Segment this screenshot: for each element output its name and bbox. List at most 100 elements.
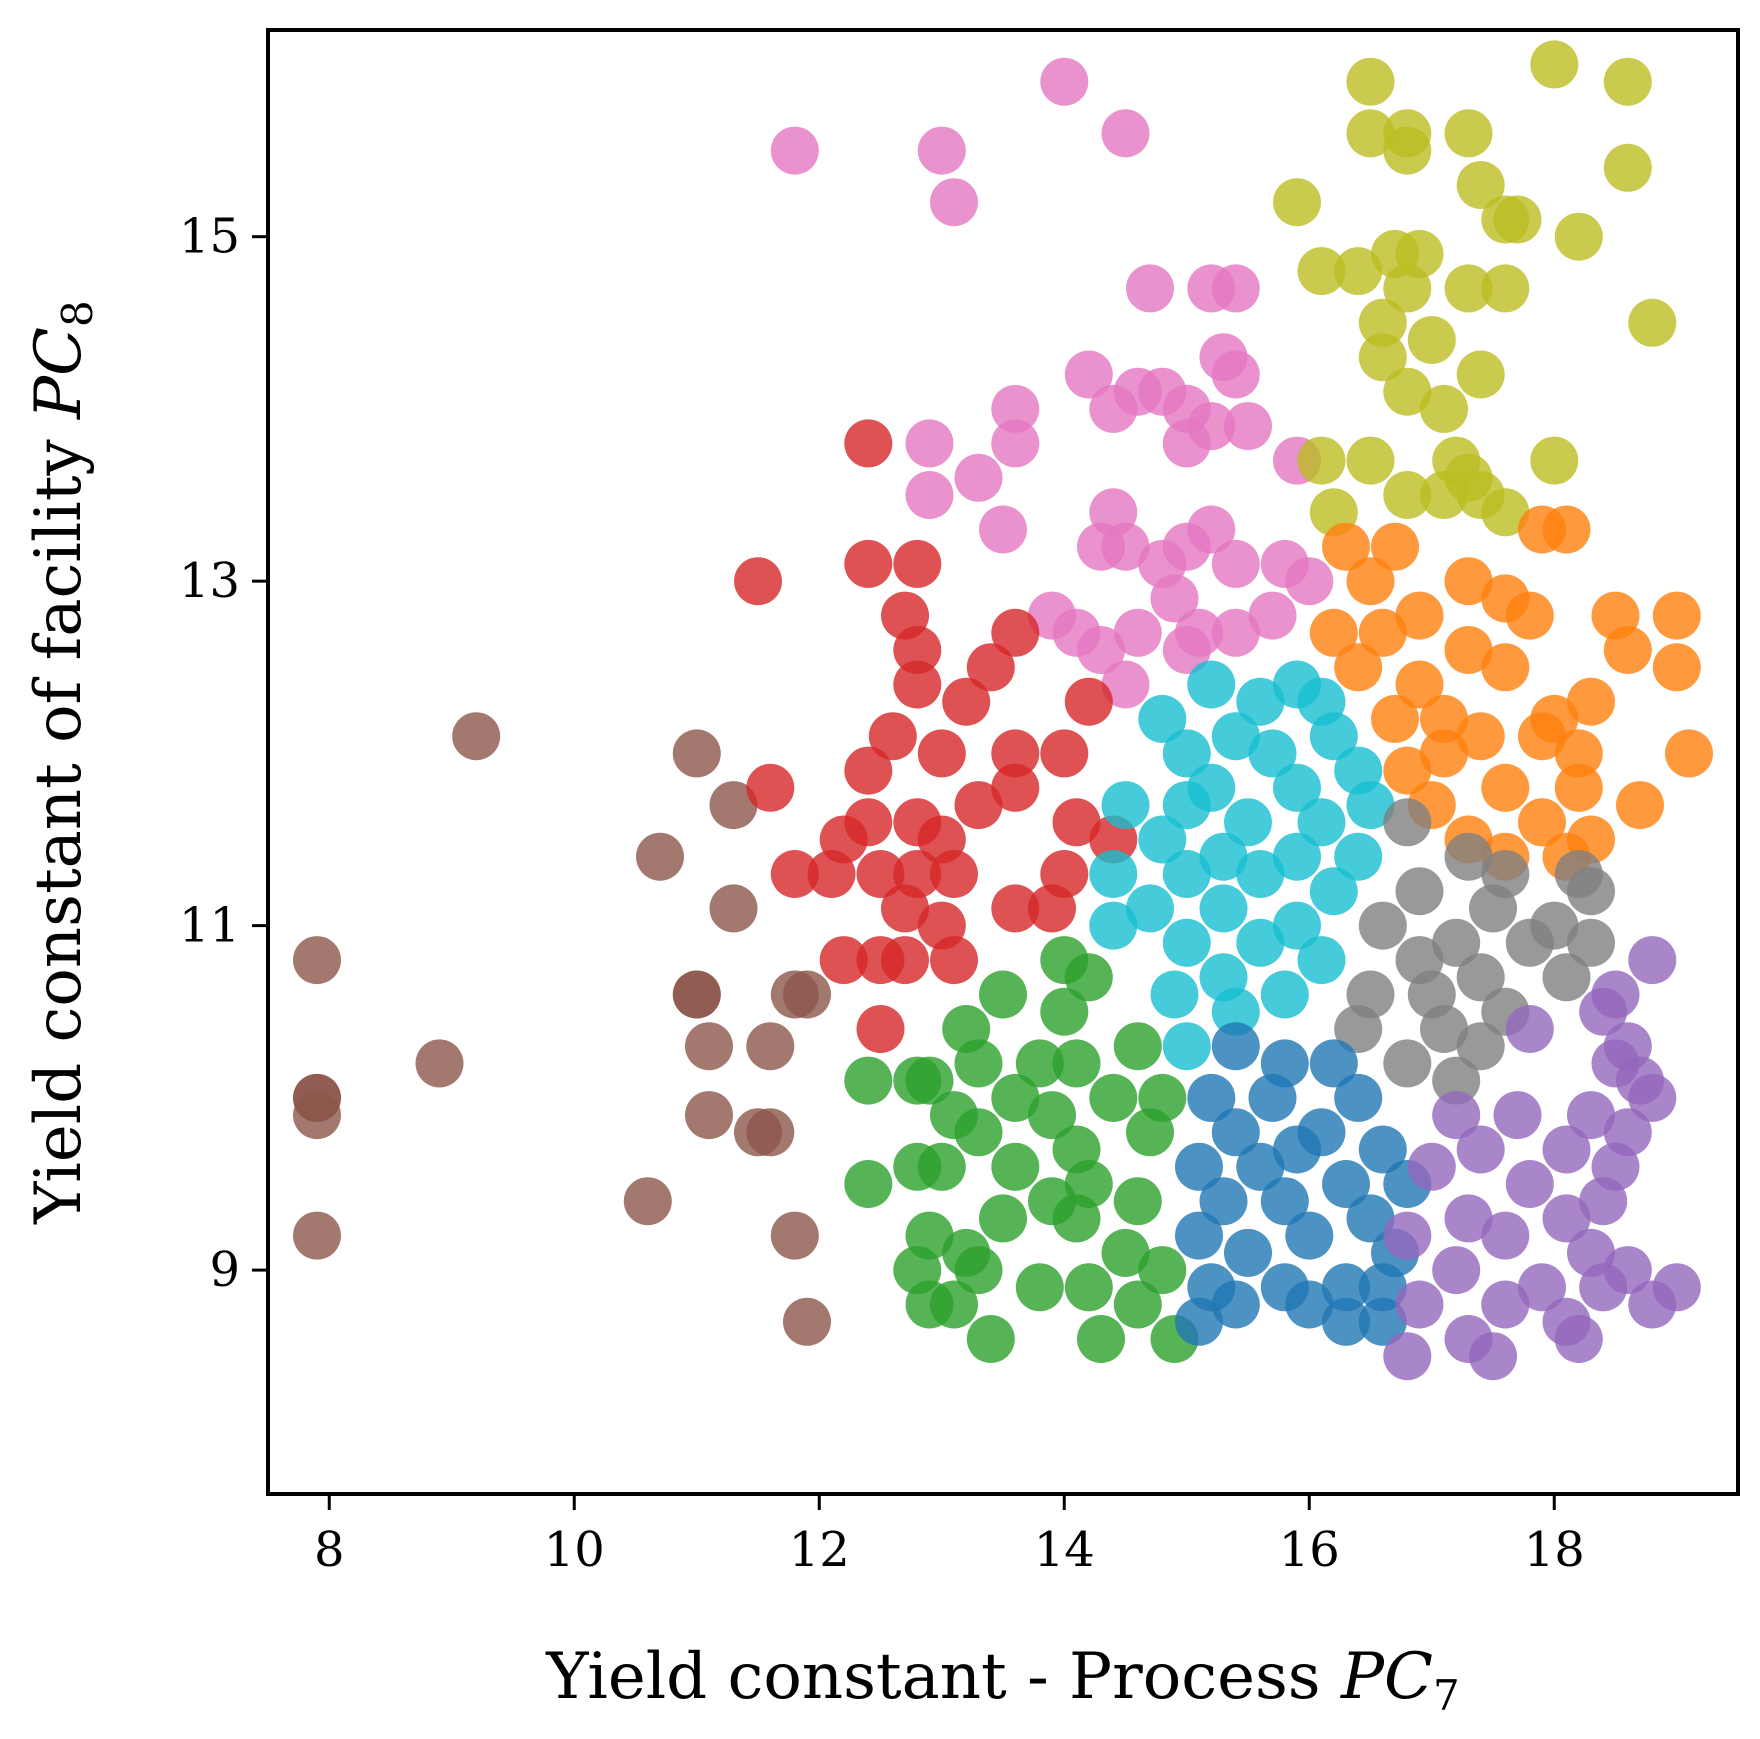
cluster-green-point xyxy=(893,1056,942,1105)
cluster-green-point xyxy=(1089,1073,1138,1122)
cluster-orange-point xyxy=(1371,522,1419,571)
cluster-blue-point xyxy=(1211,1108,1260,1157)
cluster-green-point xyxy=(991,1073,1040,1122)
cluster-olive-point xyxy=(1530,40,1579,89)
cluster-purple-point xyxy=(1628,1073,1677,1122)
cluster-pink-point xyxy=(770,126,819,175)
cluster-cyan-point xyxy=(1211,712,1260,761)
x-tick-label: 8 xyxy=(314,1522,345,1578)
cluster-blue-point xyxy=(1346,1194,1395,1243)
cluster-cyan-point xyxy=(1126,884,1174,933)
x-axis-label: Yield constant - Process PC7 xyxy=(545,1640,1460,1720)
cluster-pink-point xyxy=(1101,660,1150,709)
cluster-purple-point xyxy=(1579,987,1628,1036)
cluster-olive-point xyxy=(1481,264,1530,313)
cluster-blue-point xyxy=(1285,1211,1334,1260)
cluster-purple-point xyxy=(1554,1315,1603,1363)
cluster-olive-point xyxy=(1530,436,1579,485)
cluster-blue-point xyxy=(1322,1263,1370,1312)
x-axis: 8 10 12 14 16 18 xyxy=(314,1494,1585,1578)
cluster-purple-point xyxy=(1493,1091,1542,1140)
cluster-blue-point xyxy=(1199,1177,1248,1226)
cluster-green-point xyxy=(1064,953,1113,1002)
cluster-pink-point xyxy=(1040,57,1089,106)
cluster-gray-point xyxy=(1334,1005,1383,1053)
cluster-pink-point xyxy=(905,419,954,468)
cluster-olive-point xyxy=(1603,143,1652,192)
cluster-orange-point xyxy=(1567,677,1615,726)
cluster-orange-point xyxy=(1322,522,1370,571)
cluster-orange-point xyxy=(1481,763,1530,812)
cluster-pink-point xyxy=(1285,557,1334,606)
cluster-red-point xyxy=(770,850,819,898)
cluster-green-point xyxy=(1077,1315,1125,1363)
cluster-orange-point xyxy=(1334,643,1383,692)
cluster-cyan-point xyxy=(1162,1022,1211,1071)
cluster-olive-point xyxy=(1346,109,1395,158)
cluster-red-point xyxy=(991,729,1040,778)
cluster-red-point xyxy=(991,884,1040,933)
cluster-purple-point xyxy=(1579,1177,1628,1226)
y-tick-label: 11 xyxy=(179,898,240,954)
cluster-pink-point xyxy=(1077,626,1125,674)
cluster-olive-point xyxy=(1628,298,1677,347)
cluster-red-point xyxy=(991,608,1040,657)
cluster-brown-point xyxy=(770,1211,819,1260)
cluster-red-point xyxy=(1064,677,1113,726)
cluster-cyan-point xyxy=(1273,832,1321,881)
cluster-orange-point xyxy=(1554,763,1603,812)
cluster-cyan-point xyxy=(1150,970,1199,1019)
cluster-cyan-point xyxy=(1334,832,1383,881)
cluster-cyan-point xyxy=(1236,850,1285,898)
cluster-red-point xyxy=(807,850,856,898)
cluster-orange-point xyxy=(1358,608,1407,657)
cluster-olive-point xyxy=(1358,298,1407,347)
cluster-orange-point xyxy=(1652,643,1701,692)
cluster-cyan-point xyxy=(1224,798,1272,847)
cluster-purple-point xyxy=(1518,1263,1566,1312)
cluster-brown-point xyxy=(636,832,684,881)
cluster-red-point xyxy=(930,936,978,985)
cluster-gray-point xyxy=(1420,1005,1468,1053)
cluster-green-point xyxy=(1040,987,1089,1036)
cluster-cyan-point xyxy=(1309,712,1358,761)
cluster-purple-point xyxy=(1383,1211,1432,1260)
cluster-olive-point xyxy=(1383,264,1432,313)
cluster-red-point xyxy=(868,712,917,761)
cluster-gray-point xyxy=(1383,798,1432,847)
cluster-brown-point xyxy=(746,1108,795,1157)
cluster-green-point xyxy=(966,1315,1015,1363)
cluster-pink-point xyxy=(930,178,978,227)
cluster-orange-point xyxy=(1518,798,1566,847)
cluster-blue-point xyxy=(1211,1022,1260,1071)
cluster-pink-point xyxy=(1150,574,1199,623)
cluster-purple-point xyxy=(1395,1280,1444,1329)
cluster-purple-point xyxy=(1542,1194,1591,1243)
cluster-orange-point xyxy=(1542,505,1591,554)
cluster-olive-point xyxy=(1383,471,1432,519)
cluster-orange-point xyxy=(1420,729,1468,778)
y-tick-label: 9 xyxy=(209,1242,240,1298)
cluster-gray-point xyxy=(1444,832,1493,881)
cluster-orange-point xyxy=(1518,712,1566,761)
x-tick-label: 14 xyxy=(1034,1522,1095,1578)
cluster-purple-point xyxy=(1481,1211,1530,1260)
cluster-cyan-point xyxy=(1162,850,1211,898)
cluster-green-point xyxy=(1064,1263,1113,1312)
cluster-gray-point xyxy=(1432,1056,1481,1105)
cluster-olive-point xyxy=(1383,367,1432,416)
cluster-pink-point xyxy=(1162,626,1211,674)
cluster-red-point xyxy=(893,660,942,709)
cluster-olive-point xyxy=(1444,264,1493,313)
cluster-cyan-point xyxy=(1162,729,1211,778)
cluster-pink-point xyxy=(991,419,1040,468)
cluster-orange-point xyxy=(1616,781,1664,830)
cluster-brown-point xyxy=(709,884,758,933)
cluster-olive-point xyxy=(1554,212,1603,261)
cluster-pink-point xyxy=(1211,539,1260,588)
cluster-pink-point xyxy=(1162,419,1211,468)
cluster-pink-point xyxy=(1113,608,1162,657)
cluster-pink-point xyxy=(905,471,954,519)
cluster-pink-point xyxy=(979,505,1027,554)
cluster-green-point xyxy=(1113,1280,1162,1329)
